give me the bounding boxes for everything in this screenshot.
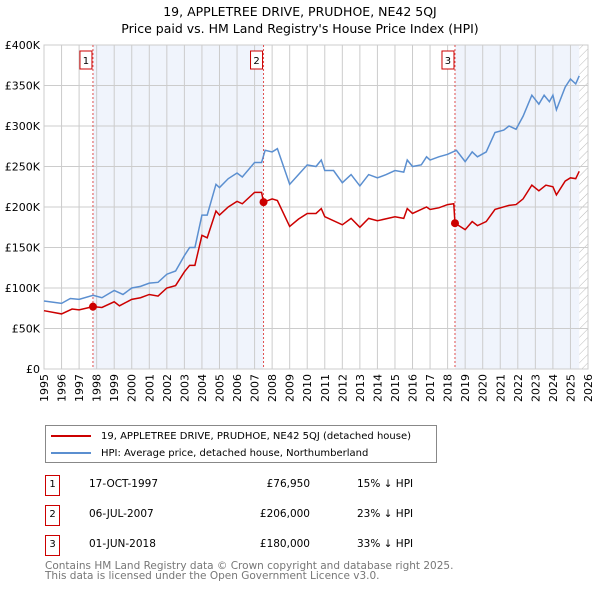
y-tick-label: £0: [26, 363, 40, 376]
sale-point: [259, 198, 268, 207]
plot-area: 1995 1996 1997 1998 1999 2000 2001 2002 2003 2004…: [5, 39, 595, 402]
legend-label: HPI: Average price, detached house, Nort…: [101, 447, 369, 459]
x-tick-label: 2009: [284, 374, 297, 402]
chart-subtitle: Price paid vs. HM Land Registry's House …: [121, 21, 479, 36]
footer-line-2: This data is licensed under the Open Gov…: [45, 570, 380, 582]
y-tick-label: £50K: [12, 323, 41, 336]
x-tick-label: 2007: [249, 374, 262, 402]
sale-price: £76,950: [266, 478, 310, 490]
sale-number-badge: 1: [45, 475, 60, 496]
x-tick-label: 2003: [178, 374, 191, 402]
y-tick-label: £100K: [5, 282, 41, 295]
x-tick-label: 1999: [108, 374, 121, 402]
x-tick-label: 2000: [126, 374, 139, 402]
x-tick-label: 2019: [459, 374, 472, 402]
x-tick-label: 2013: [354, 374, 367, 402]
sale-number-badge: 3: [45, 535, 60, 556]
footer-line-1: Contains HM Land Registry data © Crown c…: [45, 560, 454, 572]
x-tick-label: 2018: [442, 374, 455, 402]
x-tick-label: 2020: [477, 374, 490, 402]
sale-hpi-diff: 23% ↓ HPI: [357, 508, 414, 520]
sale-point: [450, 219, 459, 228]
x-tick-label: 2011: [319, 374, 332, 402]
sale-date: 06-JUL-2007: [89, 508, 154, 520]
sale-badge: [79, 50, 93, 70]
x-tick-label: 2017: [424, 374, 437, 402]
plot-border: [43, 44, 589, 370]
x-tick-label: 2024: [547, 374, 560, 402]
y-tick-label: £400K: [5, 39, 41, 52]
legend-label: 19, APPLETREE DRIVE, PRUDHOE, NE42 5QJ (…: [101, 430, 412, 442]
x-tick-label: 1995: [38, 374, 51, 402]
sale-row: 1 17-OCT-1997 £76,950 15% ↓ HPI: [45, 475, 465, 496]
x-tick-label: 2005: [213, 374, 226, 402]
x-tick-label: 2010: [301, 374, 314, 402]
x-tick-label: 2014: [371, 374, 384, 402]
chart-title: 19, APPLETREE DRIVE, PRUDHOE, NE42 5QJ: [163, 4, 437, 19]
sale-date: 01-JUN-2018: [89, 538, 156, 550]
x-tick-label: 2022: [512, 374, 525, 402]
legend-item-hpi: HPI: Average price, detached house, Nort…: [51, 445, 368, 461]
x-tick-label: 1996: [56, 374, 69, 402]
x-tick-label: 2004: [196, 374, 209, 402]
x-tick-label: 2025: [564, 374, 577, 402]
y-tick-label: £150K: [5, 242, 41, 255]
sale-badge: [441, 50, 455, 70]
x-tick-label: 2023: [529, 374, 542, 402]
legend-item-property: 19, APPLETREE DRIVE, PRUDHOE, NE42 5QJ (…: [51, 428, 411, 444]
x-tick-label: 2015: [389, 374, 402, 402]
series-line: [43, 171, 580, 315]
x-tick-label: 2021: [494, 374, 507, 402]
y-tick-label: £200K: [5, 201, 41, 214]
footer: Contains HM Land Registry data © Crown c…: [45, 560, 454, 582]
sale-number-badge: 2: [45, 505, 60, 526]
y-tick-label: £300K: [5, 120, 41, 133]
sale-row: 2 06-JUL-2007 £206,000 23% ↓ HPI: [45, 505, 465, 526]
y-tick-label: £350K: [5, 80, 41, 93]
x-tick-label: 2001: [143, 374, 156, 402]
x-tick-label: 2008: [266, 374, 279, 402]
sale-date: 17-OCT-1997: [89, 478, 158, 490]
legend: 19, APPLETREE DRIVE, PRUDHOE, NE42 5QJ (…: [45, 425, 437, 463]
series-line: [43, 75, 580, 305]
x-tick-label: 1998: [91, 374, 104, 402]
x-tick-label: 2006: [231, 374, 244, 402]
x-tick-label: 2026: [582, 374, 595, 402]
x-tick-label: 2012: [336, 374, 349, 402]
y-tick-label: £250K: [5, 161, 41, 174]
sale-badge-label: 3: [445, 56, 451, 67]
sale-badge-label: 2: [253, 56, 259, 67]
x-tick-label: 2002: [161, 374, 174, 402]
sale-point: [88, 302, 97, 311]
x-tick-label: 2016: [407, 374, 420, 402]
sale-hpi-diff: 33% ↓ HPI: [357, 538, 414, 550]
sale-row: 3 01-JUN-2018 £180,000 33% ↓ HPI: [45, 535, 465, 556]
sale-hpi-diff: 15% ↓ HPI: [357, 478, 414, 490]
sale-badge: [250, 50, 264, 70]
sale-badge-label: 1: [83, 56, 89, 67]
x-tick-label: 1997: [73, 374, 86, 402]
sale-price: £206,000: [259, 508, 310, 520]
sale-price: £180,000: [259, 538, 310, 550]
